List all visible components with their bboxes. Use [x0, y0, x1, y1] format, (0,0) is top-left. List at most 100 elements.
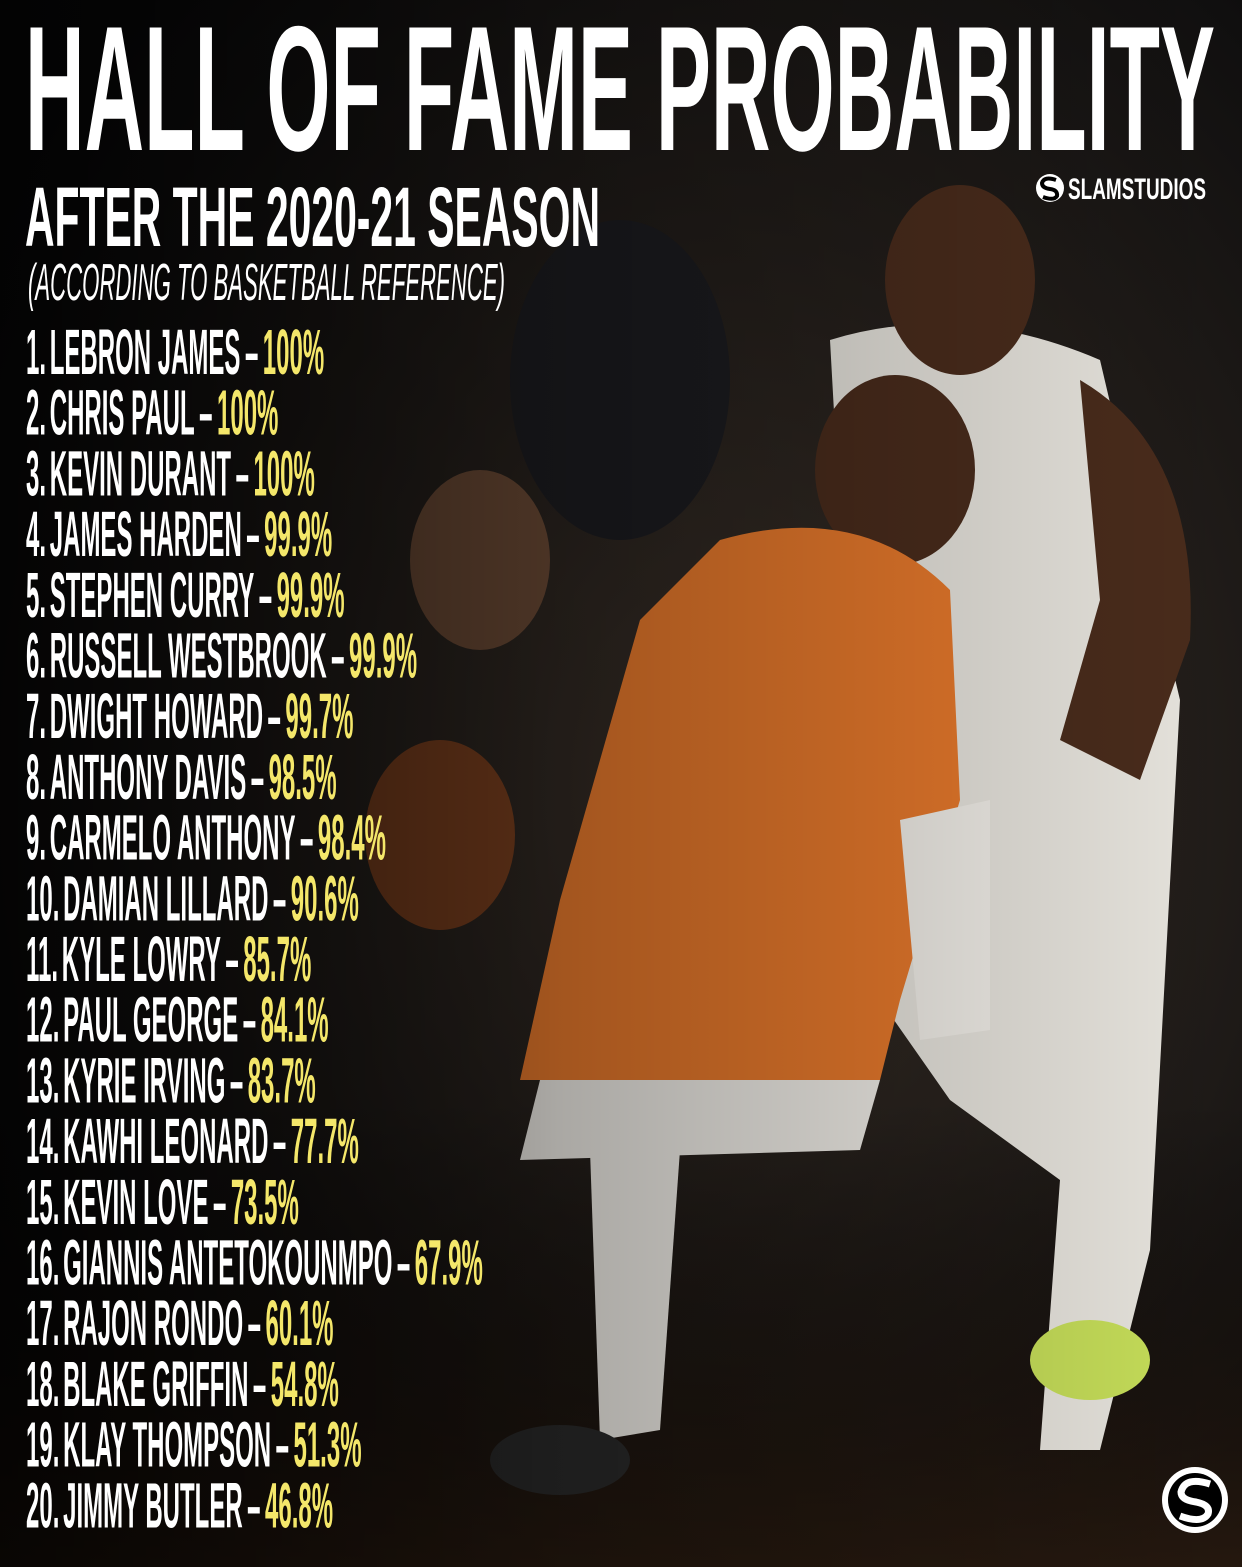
player-name: STEPHEN CURRY — [50, 560, 254, 632]
separator: – — [331, 621, 344, 693]
rank: 18. — [26, 1349, 59, 1421]
probability: 54.8% — [271, 1349, 339, 1421]
list-row: 5.STEPHEN CURRY–99.9% — [26, 560, 345, 632]
rank: 13. — [26, 1045, 59, 1117]
list-row: 19.KLAY THOMPSON–51.3% — [26, 1410, 362, 1482]
row-text: 9.CARMELO ANTHONY–98.4% — [26, 803, 386, 875]
separator: – — [268, 681, 281, 753]
probability: 84.1% — [261, 985, 329, 1057]
player-name: KEVIN LOVE — [63, 1167, 208, 1239]
separator: – — [276, 1410, 289, 1482]
rank: 2. — [26, 378, 46, 450]
list-row: 7.DWIGHT HOWARD–99.7% — [26, 681, 353, 753]
list-row: 8.ANTHONY DAVIS–98.5% — [26, 742, 337, 814]
list-row: 2.CHRIS PAUL–100% — [26, 378, 278, 450]
list-row: 12.PAUL GEORGE–84.1% — [26, 985, 329, 1057]
separator: – — [273, 863, 286, 935]
separator: – — [251, 742, 264, 814]
player-name: GIANNIS ANTETOKOUNMPO — [63, 1228, 392, 1300]
brand-logo: SLAMSTUDIOS — [1036, 173, 1206, 206]
probability: 98.5% — [269, 742, 337, 814]
player-name: JAMES HARDEN — [50, 499, 242, 571]
rank: 8. — [26, 742, 46, 814]
player-name: KYLE LOWRY — [62, 924, 221, 996]
rank: 6. — [26, 621, 46, 693]
rank: 12. — [26, 985, 59, 1057]
probability: 85.7% — [243, 924, 311, 996]
row-text: 20.JIMMY BUTLER–46.8% — [26, 1470, 333, 1542]
rank: 20. — [26, 1470, 59, 1542]
row-text: 11.KYLE LOWRY–85.7% — [26, 924, 311, 996]
row-text: 2.CHRIS PAUL–100% — [26, 378, 278, 450]
separator: – — [253, 1349, 266, 1421]
player-name: RUSSELL WESTBROOK — [50, 621, 327, 693]
probability: 73.5% — [231, 1167, 299, 1239]
row-text: 5.STEPHEN CURRY–99.9% — [26, 560, 345, 632]
list-row: 18.BLAKE GRIFFIN–54.8% — [26, 1349, 339, 1421]
player-name: DAMIAN LILLARD — [63, 863, 268, 935]
rank: 10. — [26, 863, 59, 935]
row-text: 14.KAWHI LEONARD–77.7% — [26, 1106, 359, 1178]
list-row: 14.KAWHI LEONARD–77.7% — [26, 1106, 359, 1178]
separator: – — [230, 1045, 243, 1117]
rank: 19. — [26, 1410, 59, 1482]
probability: 98.4% — [318, 803, 386, 875]
probability: 51.3% — [293, 1410, 361, 1482]
rank: 5. — [26, 560, 46, 632]
player-name: CARMELO ANTHONY — [50, 803, 296, 875]
probability: 46.8% — [265, 1470, 333, 1542]
player-name: KYRIE IRVING — [63, 1045, 225, 1117]
separator: – — [248, 1288, 261, 1360]
probability: 100% — [253, 438, 314, 510]
title: HALL OF FAME PROBABILITY — [25, 0, 1215, 188]
player-name: BLAKE GRIFFIN — [63, 1349, 248, 1421]
player-name: DWIGHT HOWARD — [50, 681, 263, 753]
row-text: 7.DWIGHT HOWARD–99.7% — [26, 681, 353, 753]
rank: 3. — [26, 438, 46, 510]
rank: 9. — [26, 803, 46, 875]
subtitle: AFTER THE 2020-21 SEASON — [25, 170, 600, 264]
probability: 99.7% — [285, 681, 353, 753]
list-row: 15.KEVIN LOVE–73.5% — [26, 1167, 299, 1239]
separator: – — [259, 560, 272, 632]
separator: – — [273, 1106, 286, 1178]
separator: – — [245, 317, 258, 389]
separator: – — [236, 438, 249, 510]
separator: – — [225, 924, 238, 996]
player-name: RAJON RONDO — [63, 1288, 243, 1360]
probability: 83.7% — [248, 1045, 316, 1117]
probability: 100% — [263, 317, 324, 389]
rank: 4. — [26, 499, 46, 571]
row-text: 15.KEVIN LOVE–73.5% — [26, 1167, 299, 1239]
rank: 14. — [26, 1106, 59, 1178]
rank: 17. — [26, 1288, 59, 1360]
row-text: 6.RUSSELL WESTBROOK–99.9% — [26, 621, 417, 693]
player-name: KLAY THOMPSON — [63, 1410, 271, 1482]
list-row: 20.JIMMY BUTLER–46.8% — [26, 1470, 333, 1542]
row-text: 3.KEVIN DURANT–100% — [26, 438, 315, 510]
separator: – — [397, 1228, 410, 1300]
probability: 99.9% — [277, 560, 345, 632]
row-text: 13.KYRIE IRVING–83.7% — [26, 1045, 316, 1117]
player-name: PAUL GEORGE — [63, 985, 238, 1057]
separator: – — [243, 985, 256, 1057]
probability: 99.9% — [264, 499, 332, 571]
row-text: 1.LEBRON JAMES–100% — [26, 317, 324, 389]
player-name: JIMMY BUTLER — [63, 1470, 243, 1542]
player-name: KEVIN DURANT — [50, 438, 231, 510]
list-row: 1.LEBRON JAMES–100% — [26, 317, 324, 389]
probability: 99.9% — [349, 621, 417, 693]
row-text: 8.ANTHONY DAVIS–98.5% — [26, 742, 337, 814]
corner-logo — [1162, 1467, 1228, 1533]
separator: – — [246, 499, 259, 571]
ranking-list: 1.LEBRON JAMES–100%2.CHRIS PAUL–100%3.KE… — [26, 317, 483, 1542]
rank: 11. — [26, 924, 58, 996]
row-text: 17.RAJON RONDO–60.1% — [26, 1288, 334, 1360]
row-text: 4.JAMES HARDEN–99.9% — [26, 499, 332, 571]
row-text: 16.GIANNIS ANTETOKOUNMPO–67.9% — [26, 1228, 483, 1300]
probability: 67.9% — [415, 1228, 483, 1300]
probability: 100% — [217, 378, 278, 450]
player-name: ANTHONY DAVIS — [50, 742, 246, 814]
list-row: 17.RAJON RONDO–60.1% — [26, 1288, 334, 1360]
list-row: 3.KEVIN DURANT–100% — [26, 438, 315, 510]
